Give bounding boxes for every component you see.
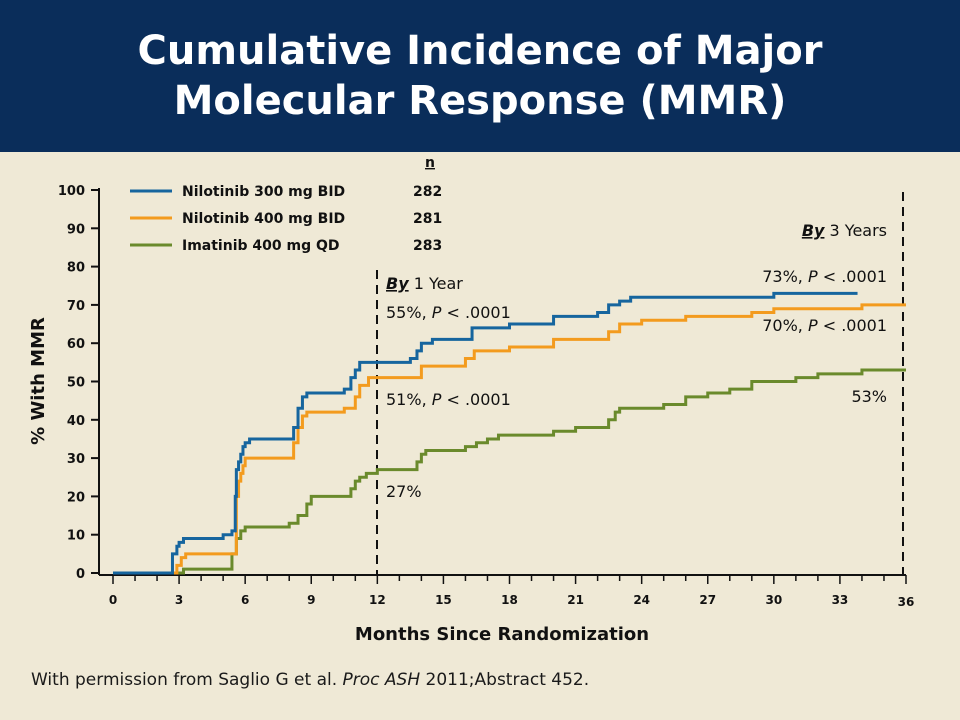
y-tick-label: 0: [76, 567, 85, 582]
legend-item-nilotinib-300: Nilotinib 300 mg BID 282: [130, 184, 442, 200]
y-tick-label: 70: [67, 299, 85, 314]
label-by-1-year: By 1 Year: [386, 274, 463, 293]
y-tick-label: 50: [67, 376, 85, 391]
y-tick-label: 20: [67, 490, 85, 505]
x-tick-label: 24: [633, 593, 650, 607]
legend-item-imatinib-400: Imatinib 400 mg QD 283: [130, 238, 442, 254]
x-tick-label: 0: [109, 593, 117, 607]
x-tick-label: 21: [567, 593, 584, 607]
slide-title-line-1: Cumulative Incidence of Major: [137, 28, 823, 74]
annotation-year1-nilotinib-300: 55%, P < .0001: [386, 303, 511, 322]
legend-label-imatinib-400: Imatinib 400 mg QD: [182, 238, 340, 254]
x-tick-label: 27: [699, 593, 716, 607]
x-tick-label: 33: [832, 593, 849, 607]
series-line-imatinib-400: [113, 368, 906, 575]
citation: With permission from Saglio G et al. Pro…: [31, 670, 589, 690]
citation-source: Proc ASH: [342, 670, 421, 690]
legend-label-nilotinib-400: Nilotinib 400 mg BID: [182, 211, 345, 227]
title-banner: [0, 0, 960, 152]
legend-item-nilotinib-400: Nilotinib 400 mg BID 281: [130, 211, 442, 227]
legend-n-nilotinib-300: 282: [413, 184, 442, 200]
x-tick-label: 15: [435, 593, 452, 607]
label-by-3-years: By 3 Years: [802, 221, 887, 240]
y-tick-label: 30: [67, 452, 85, 467]
annotation-year3-nilotinib-300: 73%, P < .0001: [762, 267, 887, 286]
x-tick-label: 30: [765, 593, 782, 607]
x-tick-label: 9: [307, 593, 315, 607]
y-tick-label: 40: [67, 414, 85, 429]
legend-n-header: n: [425, 155, 435, 171]
x-axis-title: Months Since Randomization: [355, 624, 649, 645]
x-tick-label: 6: [241, 593, 249, 607]
slide-title-line-2: Molecular Response (MMR): [173, 78, 787, 124]
citation-prefix: With permission from Saglio G et al.: [31, 670, 343, 690]
axis-ticks: 0 3 6 9 12 15 18 21 24 27 30 33 36010203040506070809…: [58, 184, 914, 609]
y-tick-label: 100: [58, 184, 85, 199]
y-tick-label: 60: [67, 337, 85, 352]
y-tick-label: 10: [67, 529, 85, 544]
annotation-year1-nilotinib-400: 51%, P < .0001: [386, 390, 511, 409]
citation-suffix: 2011;Abstract 452.: [420, 670, 590, 690]
annotation-year3-imatinib: 53%: [851, 387, 887, 406]
x-tick-label: 12: [369, 593, 386, 607]
series-line-nilotinib-300: [113, 291, 858, 575]
slide-title: Cumulative Incidence of Major Molecular …: [0, 26, 960, 126]
legend-n-nilotinib-400: 281: [413, 211, 442, 227]
legend: n Nilotinib 300 mg BID 282 Nilotinib 400…: [130, 155, 442, 254]
y-tick-label: 80: [67, 261, 85, 276]
annotation-year1-imatinib: 27%: [386, 482, 422, 501]
y-axis-title: % With MMR: [28, 317, 49, 445]
legend-n-imatinib-400: 283: [413, 238, 442, 254]
x-tick-label: 36: [898, 595, 915, 609]
legend-label-nilotinib-300: Nilotinib 300 mg BID: [182, 184, 345, 200]
x-tick-label: 18: [501, 593, 518, 607]
x-tick-label: 3: [175, 593, 183, 607]
annotation-year3-nilotinib-400: 70%, P < .0001: [762, 316, 887, 335]
y-tick-label: 90: [67, 222, 85, 237]
series-line-nilotinib-400: [113, 303, 906, 575]
